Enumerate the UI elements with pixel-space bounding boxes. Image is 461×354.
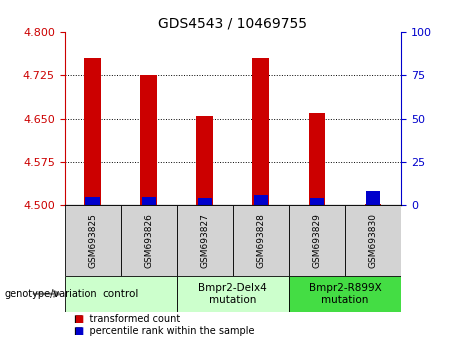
Text: Bmpr2-R899X
mutation: Bmpr2-R899X mutation <box>308 283 381 305</box>
FancyBboxPatch shape <box>289 205 345 276</box>
FancyBboxPatch shape <box>65 276 177 312</box>
Bar <box>142 197 156 205</box>
Text: control: control <box>102 289 139 299</box>
Text: ■: ■ <box>74 314 83 324</box>
Text: ■: ■ <box>74 326 83 336</box>
Bar <box>196 116 213 205</box>
FancyBboxPatch shape <box>289 276 401 312</box>
Text: GSM693826: GSM693826 <box>144 213 153 268</box>
Bar <box>85 197 100 205</box>
FancyBboxPatch shape <box>177 276 289 312</box>
Text: ■  transformed count: ■ transformed count <box>74 314 180 324</box>
Bar <box>253 58 269 205</box>
FancyBboxPatch shape <box>177 205 233 276</box>
Text: ■  percentile rank within the sample: ■ percentile rank within the sample <box>74 326 254 336</box>
Bar <box>84 58 101 205</box>
FancyBboxPatch shape <box>233 205 289 276</box>
Bar <box>308 113 325 205</box>
Bar <box>366 191 380 205</box>
Text: GSM693825: GSM693825 <box>88 213 97 268</box>
Bar <box>365 204 381 205</box>
Text: GSM693828: GSM693828 <box>256 213 266 268</box>
FancyBboxPatch shape <box>121 205 177 276</box>
Bar <box>254 195 268 205</box>
Text: GSM693829: GSM693829 <box>313 213 321 268</box>
Text: genotype/variation: genotype/variation <box>5 289 97 299</box>
FancyBboxPatch shape <box>65 205 121 276</box>
Text: GSM693830: GSM693830 <box>368 213 378 268</box>
FancyBboxPatch shape <box>345 205 401 276</box>
Bar <box>140 75 157 205</box>
Text: Bmpr2-Delx4
mutation: Bmpr2-Delx4 mutation <box>198 283 267 305</box>
Text: GSM693827: GSM693827 <box>200 213 209 268</box>
Title: GDS4543 / 10469755: GDS4543 / 10469755 <box>158 17 307 31</box>
Bar <box>310 198 324 205</box>
Bar <box>198 198 212 205</box>
